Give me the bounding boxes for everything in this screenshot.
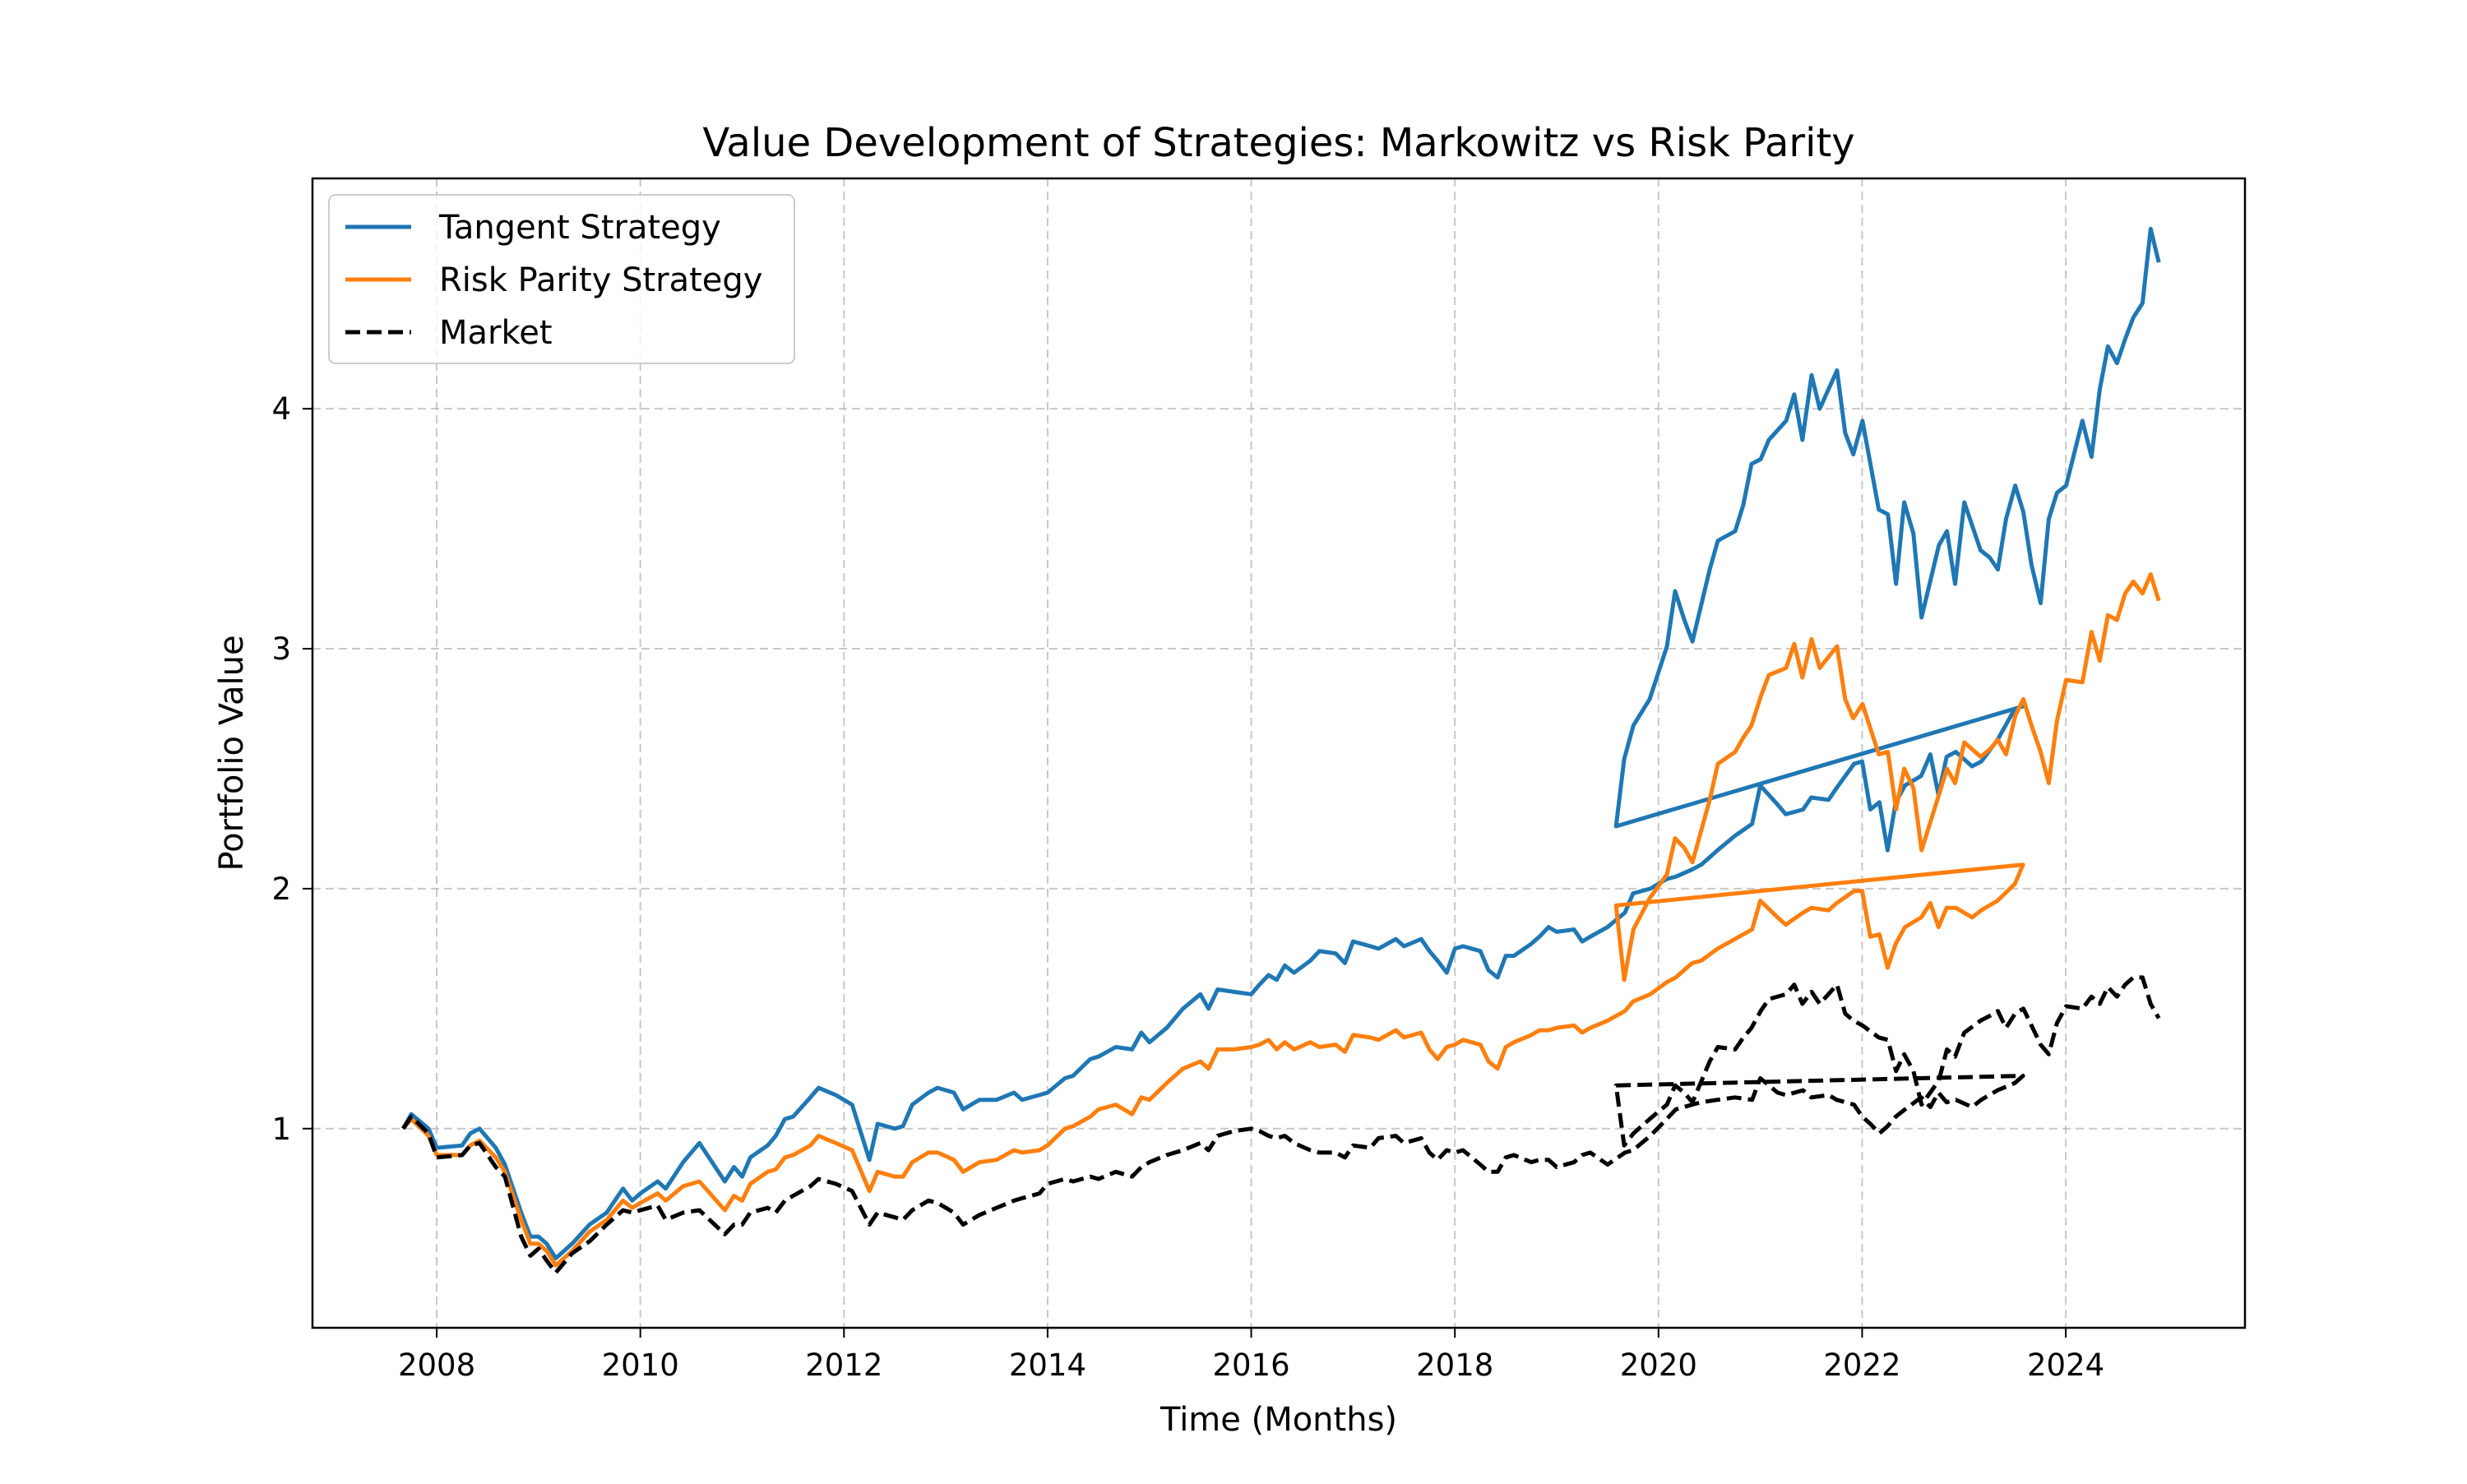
- x-tick-label: 2020: [1620, 1348, 1697, 1383]
- x-axis-ticks: 2008 2010 2012 2014 2016 2018 2020 2022 2024: [398, 1328, 2104, 1383]
- plot-frame: [311, 177, 2247, 1329]
- chart-title: Value Development of Strategies: Markowi…: [702, 120, 1854, 166]
- legend-label: Tangent Strategy: [438, 209, 721, 247]
- y-tick-label: 1: [271, 1112, 291, 1147]
- x-tick-label: 2014: [1009, 1348, 1086, 1383]
- x-tick-label: 2024: [2027, 1348, 2104, 1383]
- series-line-2: [401, 975, 2161, 1275]
- y-tick-label: 4: [271, 391, 291, 427]
- legend-label: Risk Parity Strategy: [439, 261, 762, 299]
- y-axis-ticks: 1 2 3 4: [271, 391, 312, 1147]
- y-tick-label: 3: [271, 631, 291, 667]
- grid: [312, 178, 2245, 1328]
- series-line-0: [401, 226, 2161, 1260]
- x-tick-label: 2018: [1416, 1348, 1493, 1383]
- legend-box: [328, 194, 795, 364]
- x-tick-label: 2022: [1823, 1348, 1900, 1383]
- series-lines: [401, 226, 2161, 1275]
- x-tick-label: 2012: [805, 1348, 882, 1383]
- x-tick-label: 2016: [1212, 1348, 1289, 1383]
- x-tick-label: 2008: [398, 1348, 475, 1383]
- x-tick-label: 2010: [602, 1348, 679, 1383]
- legend: Tangent Strategy Risk Parity Strategy Mark…: [328, 194, 795, 364]
- y-axis-label: Portfolio Value: [213, 635, 251, 871]
- series-line-1: [401, 572, 2161, 1268]
- legend-label: Market: [439, 314, 553, 352]
- y-tick-label: 2: [271, 871, 291, 907]
- x-axis-label: Time (Months): [1159, 1401, 1397, 1439]
